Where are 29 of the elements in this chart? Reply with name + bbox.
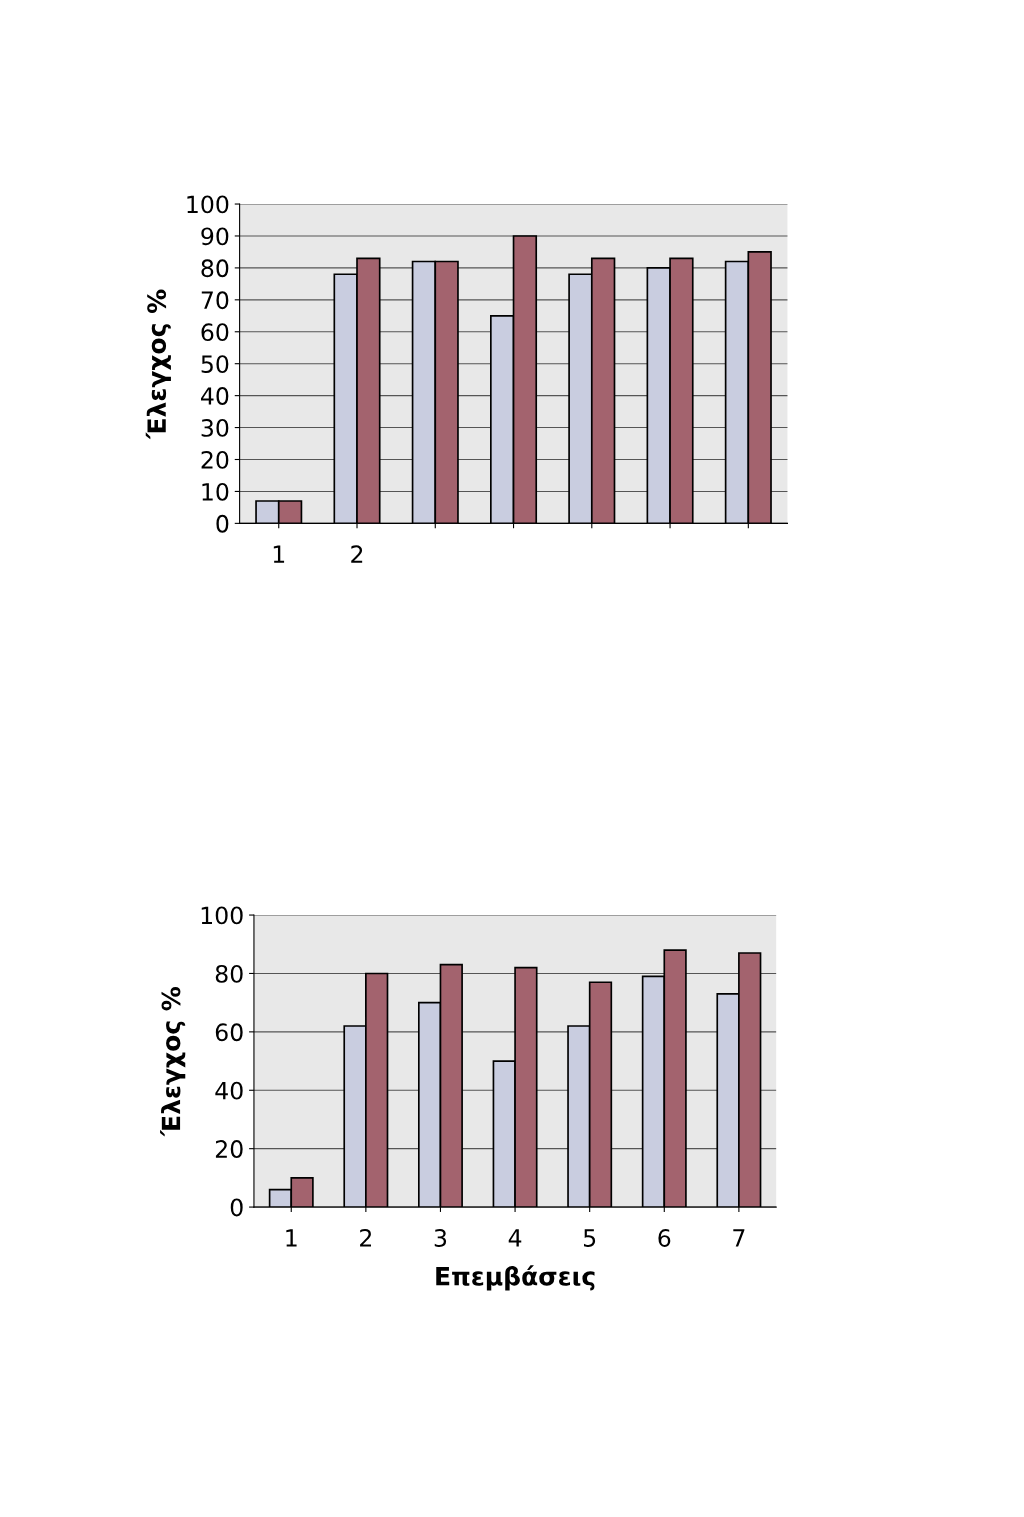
x-tick-label: 1 <box>273 545 285 563</box>
x-tick-label: 1 <box>286 1229 297 1247</box>
x-tick-label: 2 <box>360 1229 372 1247</box>
x-tick-label: 7 <box>733 1229 745 1247</box>
x-tick-label: 4 <box>508 1229 522 1247</box>
x-tick-label: 5 <box>583 1229 596 1247</box>
x-tick-label: 6 <box>658 1229 671 1247</box>
y-tick-label: 40 <box>201 387 229 405</box>
x-tick-label: 2 <box>351 545 363 563</box>
y-tick-label: 40 <box>215 1081 243 1100</box>
y-tick-label: 70 <box>201 291 229 310</box>
y-axis-title: Έλεγχος % <box>145 289 171 440</box>
y-tick-label: 0 <box>230 1198 243 1217</box>
y-tick-label: 30 <box>201 419 229 437</box>
y-tick-label: 80 <box>215 964 243 983</box>
y-tick-label: 0 <box>216 514 229 533</box>
y-axis-title: Έλεγχος % <box>160 986 186 1137</box>
y-tick-label: 90 <box>201 227 229 246</box>
x-tick-label: 3 <box>434 1229 447 1247</box>
y-tick-label: 80 <box>201 259 229 278</box>
y-tick-label: 20 <box>201 450 229 469</box>
y-tick-label: 60 <box>201 323 229 342</box>
y-tick-label: 10 <box>202 482 229 501</box>
y-tick-label: 100 <box>201 906 243 925</box>
y-tick-label: 20 <box>215 1140 243 1158</box>
x-axis-title: Επεμβάσεις <box>436 1265 595 1291</box>
y-tick-label: 50 <box>201 355 229 374</box>
y-tick-label: 100 <box>187 195 229 214</box>
y-tick-label: 60 <box>215 1023 243 1042</box>
